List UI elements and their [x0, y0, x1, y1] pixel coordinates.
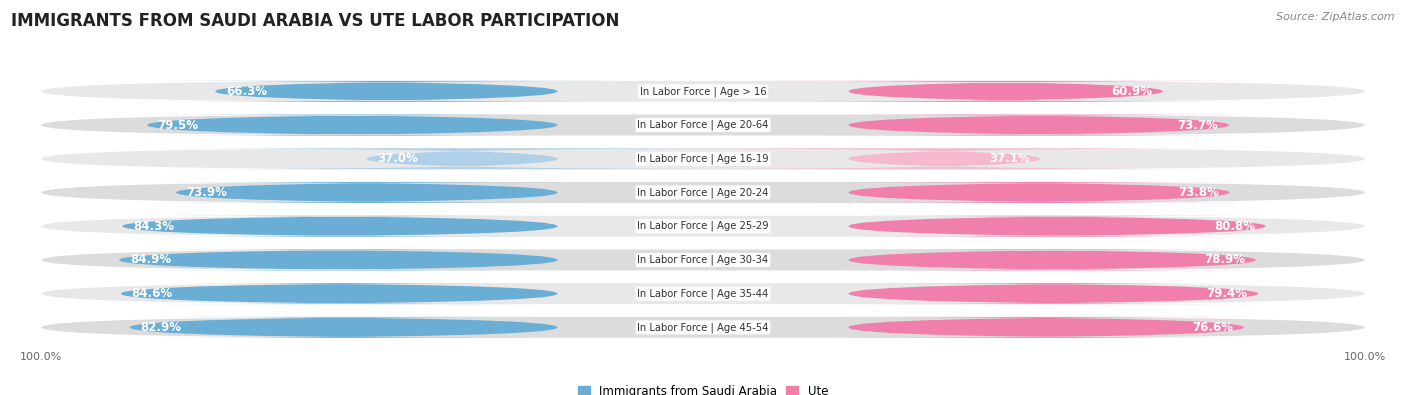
- Text: IMMIGRANTS FROM SAUDI ARABIA VS UTE LABOR PARTICIPATION: IMMIGRANTS FROM SAUDI ARABIA VS UTE LABO…: [11, 12, 620, 30]
- FancyBboxPatch shape: [630, 148, 1258, 169]
- FancyBboxPatch shape: [834, 317, 1258, 338]
- Text: 73.8%: 73.8%: [1178, 186, 1219, 199]
- Text: Source: ZipAtlas.com: Source: ZipAtlas.com: [1277, 12, 1395, 22]
- FancyBboxPatch shape: [752, 81, 1258, 102]
- FancyBboxPatch shape: [41, 182, 1365, 203]
- FancyBboxPatch shape: [41, 81, 1365, 102]
- Text: 79.4%: 79.4%: [1206, 287, 1247, 300]
- Text: 37.0%: 37.0%: [377, 152, 418, 165]
- FancyBboxPatch shape: [845, 250, 1258, 271]
- FancyBboxPatch shape: [41, 115, 1365, 135]
- FancyBboxPatch shape: [148, 148, 776, 169]
- FancyBboxPatch shape: [148, 115, 557, 135]
- Text: In Labor Force | Age 16-19: In Labor Force | Age 16-19: [637, 154, 769, 164]
- Text: In Labor Force | Age > 16: In Labor Force | Age > 16: [640, 86, 766, 97]
- FancyBboxPatch shape: [41, 283, 1365, 304]
- Text: 66.3%: 66.3%: [226, 85, 267, 98]
- FancyBboxPatch shape: [129, 317, 557, 338]
- Text: 60.9%: 60.9%: [1111, 85, 1153, 98]
- Text: 76.6%: 76.6%: [1192, 321, 1233, 334]
- Text: In Labor Force | Age 20-64: In Labor Force | Age 20-64: [637, 120, 769, 130]
- Text: 73.7%: 73.7%: [1178, 118, 1219, 132]
- FancyBboxPatch shape: [120, 250, 557, 271]
- FancyBboxPatch shape: [41, 250, 1365, 271]
- Text: In Labor Force | Age 20-24: In Labor Force | Age 20-24: [637, 187, 769, 198]
- FancyBboxPatch shape: [848, 283, 1258, 304]
- FancyBboxPatch shape: [41, 148, 1365, 169]
- Text: 84.3%: 84.3%: [134, 220, 174, 233]
- Text: In Labor Force | Age 45-54: In Labor Force | Age 45-54: [637, 322, 769, 333]
- FancyBboxPatch shape: [820, 182, 1258, 203]
- Text: 37.1%: 37.1%: [988, 152, 1029, 165]
- Text: 84.6%: 84.6%: [131, 287, 173, 300]
- FancyBboxPatch shape: [148, 81, 626, 102]
- Text: 82.9%: 82.9%: [141, 321, 181, 334]
- Legend: Immigrants from Saudi Arabia, Ute: Immigrants from Saudi Arabia, Ute: [574, 380, 832, 395]
- Text: In Labor Force | Age 35-44: In Labor Force | Age 35-44: [637, 288, 769, 299]
- FancyBboxPatch shape: [122, 216, 557, 237]
- Text: In Labor Force | Age 25-29: In Labor Force | Age 25-29: [637, 221, 769, 231]
- Text: In Labor Force | Age 30-34: In Labor Force | Age 30-34: [637, 255, 769, 265]
- Text: 84.9%: 84.9%: [129, 254, 172, 267]
- Text: 78.9%: 78.9%: [1204, 254, 1246, 267]
- Text: 80.8%: 80.8%: [1213, 220, 1256, 233]
- FancyBboxPatch shape: [121, 283, 557, 304]
- Text: 73.9%: 73.9%: [187, 186, 228, 199]
- FancyBboxPatch shape: [41, 216, 1365, 237]
- FancyBboxPatch shape: [818, 115, 1258, 135]
- FancyBboxPatch shape: [849, 216, 1265, 237]
- Text: 79.5%: 79.5%: [157, 118, 198, 132]
- FancyBboxPatch shape: [41, 317, 1365, 338]
- FancyBboxPatch shape: [148, 182, 586, 203]
